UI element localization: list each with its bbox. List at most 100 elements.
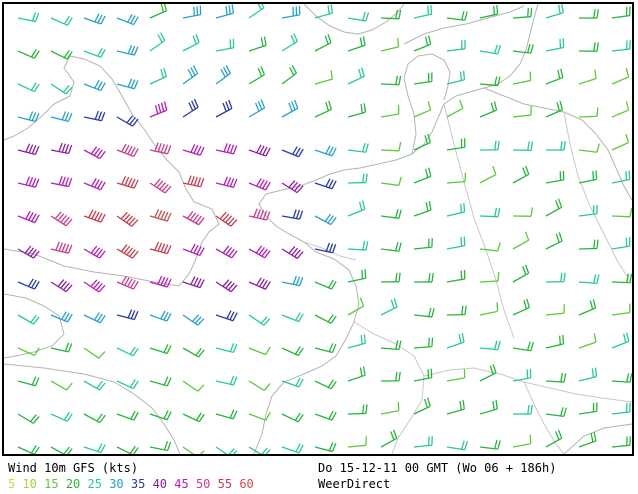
- wind-barb: [611, 273, 632, 284]
- wind-barb: [380, 104, 400, 118]
- wind-barb: [83, 13, 106, 25]
- wind-barb: [116, 410, 139, 421]
- wind-barb: [314, 442, 337, 453]
- wind-barb: [380, 340, 402, 351]
- wind-barb: [380, 272, 401, 283]
- wind-barb: [281, 5, 301, 19]
- wind-barb: [578, 239, 599, 250]
- wind-barb: [116, 143, 139, 157]
- wind-barb: [611, 332, 630, 349]
- wind-barb: [17, 49, 40, 59]
- wind-barb: [545, 429, 563, 448]
- wind-barb: [248, 314, 271, 326]
- wind-barb: [50, 241, 73, 254]
- wind-barb: [314, 4, 333, 19]
- wind-barb: [248, 144, 271, 157]
- wind-barb: [116, 275, 139, 290]
- wind-barb: [611, 170, 631, 184]
- wind-barb: [17, 12, 40, 23]
- wind-barb: [215, 176, 238, 189]
- wind-barb: [182, 98, 199, 118]
- wind-barb: [578, 402, 598, 415]
- wind-barb: [479, 140, 500, 151]
- speed-scale-item: 10: [22, 477, 45, 491]
- speed-scale-item: 15: [44, 477, 66, 491]
- speed-color-scale: 5 10 15 20 25 30 35 40 45 50 55 60: [8, 477, 254, 491]
- wind-barb: [149, 178, 172, 194]
- wind-barb: [446, 368, 466, 382]
- wind-barb: [17, 347, 40, 356]
- wind-barb: [446, 400, 465, 415]
- wind-barb: [347, 334, 367, 349]
- wind-barb: [578, 170, 598, 184]
- wind-barb: [545, 100, 564, 118]
- wind-barb: [215, 446, 238, 454]
- wind-barb: [512, 368, 532, 382]
- wind-barb: [314, 343, 337, 354]
- speed-scale-item: 25: [87, 477, 110, 491]
- wind-barb: [545, 38, 565, 52]
- wind-barb: [446, 70, 466, 85]
- wind-barb: [17, 143, 40, 156]
- wind-barb: [149, 376, 172, 387]
- wind-barb: [17, 278, 40, 290]
- wind-barb: [182, 175, 205, 188]
- wind-barb: [50, 16, 73, 26]
- wind-barb: [479, 207, 501, 218]
- wind-barb: [182, 446, 205, 454]
- map-title: Wind 10m GFS (kts): [8, 461, 139, 475]
- wind-barb: [611, 436, 632, 448]
- forecast-time: Do 15-12-11 00 GMT (Wo 06 + 186h): [318, 461, 557, 475]
- wind-barb: [545, 334, 565, 349]
- wind-barb: [116, 175, 139, 189]
- wind-barb: [314, 70, 333, 85]
- wind-barb: [50, 175, 73, 188]
- wind-barb: [413, 368, 433, 382]
- wind-barb: [347, 404, 368, 415]
- wind-barb: [347, 436, 368, 448]
- wind-barb: [182, 380, 205, 392]
- wind-barb: [50, 142, 73, 155]
- wind-barb: [83, 178, 106, 191]
- wind-barb: [512, 264, 530, 283]
- wind-barb: [380, 9, 402, 20]
- wind-barb: [281, 377, 304, 388]
- wind-barb: [611, 68, 630, 85]
- wind-barb: [83, 209, 106, 223]
- wind-barb: [578, 367, 598, 382]
- wind-barb: [281, 443, 304, 454]
- wind-barb: [215, 375, 238, 386]
- wind-barb: [347, 36, 366, 52]
- wind-barb: [413, 337, 434, 349]
- wind-barb: [182, 5, 202, 19]
- wind-barb: [446, 10, 468, 21]
- wind-barb: [314, 379, 337, 390]
- wind-barb: [83, 47, 106, 58]
- wind-barb: [479, 399, 498, 415]
- coastline-ireland: [4, 293, 65, 359]
- wind-barb: [380, 209, 402, 219]
- wind-barb: [149, 209, 172, 222]
- wind-barb: [578, 204, 598, 217]
- speed-scale-item: 40: [152, 477, 175, 491]
- coastline-baltic: [483, 87, 632, 201]
- wind-barb: [182, 210, 205, 226]
- wind-barb: [347, 240, 369, 251]
- wind-barb: [314, 178, 337, 190]
- wind-barb: [149, 410, 172, 421]
- wind-barb: [578, 42, 600, 52]
- wind-barb: [347, 297, 365, 316]
- speed-scale-item: 5: [8, 477, 23, 491]
- wind-barb: [50, 83, 73, 95]
- wind-barb: [314, 145, 337, 157]
- wind-barb: [149, 441, 172, 452]
- wind-barb: [545, 68, 564, 85]
- wind-barb: [479, 76, 501, 87]
- wind-barb: [149, 241, 172, 255]
- wind-barb: [17, 111, 40, 123]
- wind-barb: [347, 200, 366, 217]
- wind-barb: [116, 115, 139, 127]
- wind-barb: [578, 107, 599, 118]
- wind-barb: [83, 110, 106, 122]
- wind-barb: [215, 342, 238, 353]
